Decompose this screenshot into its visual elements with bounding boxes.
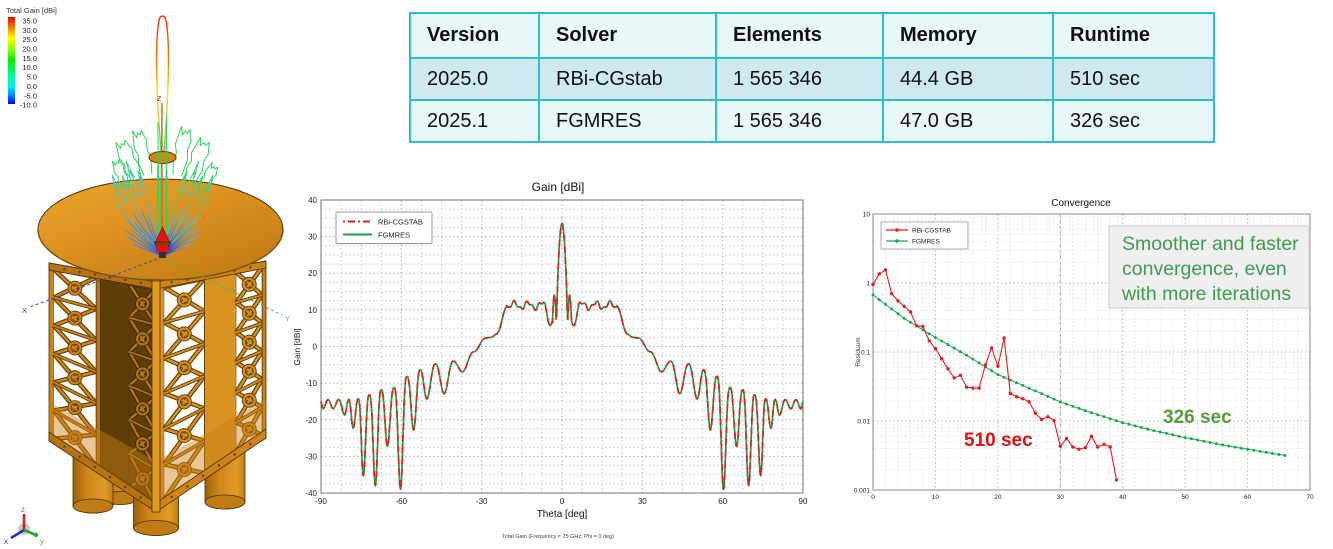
svg-text:20: 20 — [308, 269, 317, 278]
svg-text:326 sec: 326 sec — [1163, 407, 1232, 428]
svg-text:-30: -30 — [305, 452, 317, 461]
svg-text:70: 70 — [1306, 494, 1314, 501]
svg-text:60: 60 — [718, 497, 727, 506]
svg-text:-40: -40 — [305, 489, 317, 498]
svg-text:FGMRES: FGMRES — [378, 231, 410, 240]
svg-text:RBi-CGSTAB: RBi-CGSTAB — [912, 228, 951, 235]
svg-text:25.0: 25.0 — [22, 35, 37, 44]
svg-text:convergence, even: convergence, even — [1122, 258, 1287, 280]
svg-text:-10: -10 — [305, 379, 317, 388]
svg-text:x: x — [4, 537, 8, 546]
svg-text:0.1: 0.1 — [861, 350, 870, 357]
svg-text:Theta [deg]: Theta [deg] — [537, 509, 588, 520]
svg-text:10.0: 10.0 — [22, 63, 37, 72]
svg-text:y: y — [40, 537, 44, 546]
svg-text:30.0: 30.0 — [22, 26, 37, 35]
svg-text:-20: -20 — [305, 416, 317, 425]
svg-text:-5.0: -5.0 — [24, 91, 37, 100]
svg-text:RBi-CGSTAB: RBi-CGSTAB — [378, 218, 423, 227]
svg-text:X: X — [22, 306, 27, 315]
svg-text:1: 1 — [866, 281, 870, 288]
svg-text:with more iterations: with more iterations — [1121, 283, 1291, 305]
svg-text:-30: -30 — [476, 497, 488, 506]
svg-text:Residuum: Residuum — [855, 337, 862, 366]
svg-text:0.001: 0.001 — [854, 488, 871, 495]
svg-text:0: 0 — [871, 494, 875, 501]
svg-text:60: 60 — [1244, 494, 1252, 501]
svg-text:40: 40 — [1119, 494, 1127, 501]
svg-text:0.0: 0.0 — [27, 82, 37, 91]
svg-text:40: 40 — [308, 196, 317, 205]
svg-text:0.01: 0.01 — [857, 419, 870, 426]
svg-text:Convergence: Convergence — [1051, 198, 1111, 209]
svg-text:10: 10 — [932, 494, 940, 501]
svg-text:15.0: 15.0 — [22, 54, 37, 63]
svg-text:10: 10 — [308, 306, 317, 315]
svg-text:20: 20 — [994, 494, 1002, 501]
svg-text:0: 0 — [313, 343, 318, 352]
svg-text:Y: Y — [285, 314, 290, 323]
svg-text:0: 0 — [560, 497, 565, 506]
svg-text:z: z — [21, 505, 25, 514]
svg-text:20.0: 20.0 — [22, 45, 37, 54]
svg-text:z: z — [157, 93, 162, 103]
svg-text:30: 30 — [638, 497, 647, 506]
svg-text:Total Gain [dBi]: Total Gain [dBi] — [6, 6, 57, 15]
svg-text:Smoother and faster: Smoother and faster — [1122, 233, 1299, 255]
svg-text:Total Gain (Frequency = 25 GHz: Total Gain (Frequency = 25 GHz; Phi = 0 … — [502, 534, 614, 540]
svg-text:50: 50 — [1181, 494, 1189, 501]
svg-text:30: 30 — [1057, 494, 1065, 501]
svg-text:35.0: 35.0 — [22, 17, 37, 26]
svg-text:-10.0: -10.0 — [20, 101, 37, 110]
svg-text:30: 30 — [308, 233, 317, 242]
svg-text:FGMRES: FGMRES — [912, 239, 940, 246]
svg-text:Gain [dBi]: Gain [dBi] — [292, 328, 302, 365]
svg-text:510 sec: 510 sec — [964, 430, 1033, 451]
svg-text:-60: -60 — [396, 497, 408, 506]
svg-text:10: 10 — [863, 212, 871, 219]
svg-text:-90: -90 — [315, 497, 327, 506]
svg-text:Gain [dBi]: Gain [dBi] — [532, 180, 585, 194]
svg-text:5.0: 5.0 — [27, 73, 37, 82]
svg-text:90: 90 — [799, 497, 808, 506]
